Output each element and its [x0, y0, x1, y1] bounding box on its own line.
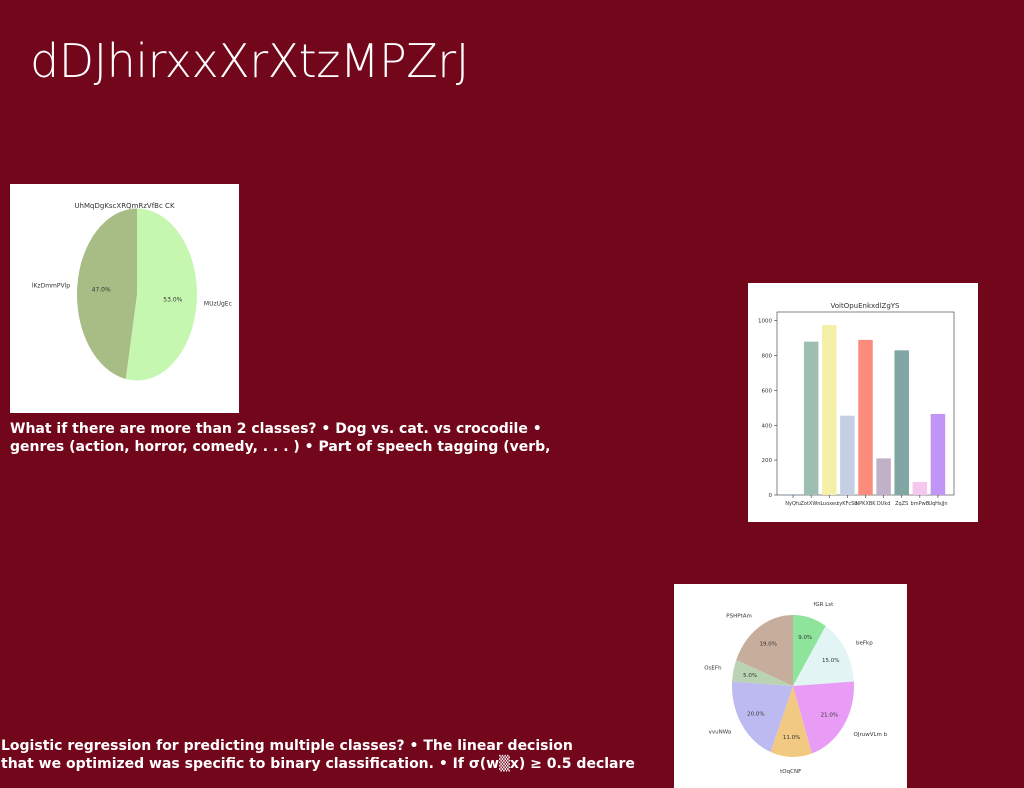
pie2-pct-label-4: 20.0% [747, 711, 764, 717]
pie2-slice-label-5: OsEFh [704, 665, 722, 671]
bar-2 [822, 325, 837, 495]
pie1-slice-label-1: lKzDmmPVlp [32, 282, 70, 289]
pie2-pct-label-5: 5.0% [743, 673, 757, 679]
pie2-slice-2 [793, 681, 854, 754]
pie2-slice-1 [793, 626, 854, 686]
pie-chart-1: UhMqDgKscXRQmRzVfBc CK 53.0% MUzUgEc 47.0%… [10, 184, 239, 413]
bar-ytick-label-3: 600 [762, 388, 773, 394]
body-text-1-line-1: What if there are more than 2 classes? •… [10, 421, 542, 437]
pie2-slice-6 [736, 615, 793, 686]
pie2-slice-label-0: fGR Lst [813, 602, 834, 608]
pie1-pct-label-1: 47.0% [92, 287, 111, 294]
bar-1 [803, 341, 819, 495]
bar-ytick-label-1: 200 [762, 458, 773, 464]
bar-xtick-label-1: ZotXWni [800, 501, 821, 507]
pie1-slice-label-0: MUzUgEc [204, 301, 232, 308]
pie2-slice-4 [732, 681, 793, 753]
body-text-1-line-2: genres (action, horror, comedy, . . . ) … [10, 439, 551, 455]
bar-6 [894, 350, 909, 495]
pie2-slice-label-2: OJruwVLm b [854, 732, 888, 738]
pie-chart-2: 9.0% fGR Lst 15.0% beFkp 21.0% OJruwVLm b 11.0… [674, 584, 907, 788]
pie2-pct-label-6: 19.0% [760, 642, 777, 648]
body-text-2: Logistic regression for predicting multi… [1, 737, 635, 773]
bar-chart: VoitOpuEnkxdlZgYS 0 200 400 600 800 1000 NyQf… [748, 283, 978, 522]
bar-xtick-label-6: ZqZS [895, 501, 908, 507]
bar-xtick-label-4: NPKXBK [855, 501, 876, 507]
bar-ytick-label-4: 800 [762, 354, 773, 360]
bar-ytick-label-0: 0 [769, 493, 773, 499]
pie2-pct-label-3: 11.0% [783, 735, 800, 741]
body-text-2-line-2: that we optimized was specific to binary… [1, 756, 635, 772]
pie1-slice-1 [77, 208, 137, 379]
pie2-slice-label-3: tOqCNF [780, 769, 801, 775]
bar-xtick-label-7: bmPwB [911, 501, 930, 507]
bar-5 [876, 458, 891, 495]
bar-4 [858, 339, 873, 495]
bar-xtick-label-0: NyQfu [785, 501, 801, 507]
bar-xtick-label-3: tyKFcSb [837, 501, 857, 507]
pie2-slice-label-6: PSHPtAm [726, 614, 752, 620]
bar-xtick-label-2: Luoxeu [820, 501, 838, 507]
bar-8 [930, 413, 946, 495]
pie2-pct-label-2: 21.0% [821, 713, 838, 719]
pie1-pct-label-0: 53.0% [163, 296, 182, 303]
bar-ytick-label-2: 400 [762, 423, 773, 429]
slide-title: dDJhirxxXrXtzMPZrJ [30, 34, 469, 88]
bar-xtick-label-5: DUkd [877, 501, 891, 507]
bar-3 [840, 415, 855, 495]
pie2-slice-3 [770, 686, 812, 757]
body-text-2-line-1: Logistic regression for predicting multi… [1, 738, 573, 754]
pie2-slice-5 [732, 659, 793, 686]
body-text-1: What if there are more than 2 classes? •… [10, 420, 550, 456]
pie1-title: UhMqDgKscXRQmRzVfBc CK [74, 202, 175, 210]
pie2-slice-0 [793, 615, 826, 686]
pie2-pct-label-0: 9.0% [798, 635, 812, 641]
pie1-slice-0 [125, 208, 198, 381]
bar-0 [785, 494, 801, 495]
pie2-slice-label-4: vvuNWa [709, 730, 732, 736]
bar-xtick-label-8: UqHsjJn [928, 501, 947, 507]
bar-7 [912, 481, 928, 495]
pie2-pct-label-1: 15.0% [822, 658, 839, 664]
pie2-slice-label-1: beFkp [856, 641, 873, 647]
bar-title: VoitOpuEnkxdlZgYS [830, 302, 900, 310]
bar-ytick-label-5: 1000 [758, 319, 772, 325]
